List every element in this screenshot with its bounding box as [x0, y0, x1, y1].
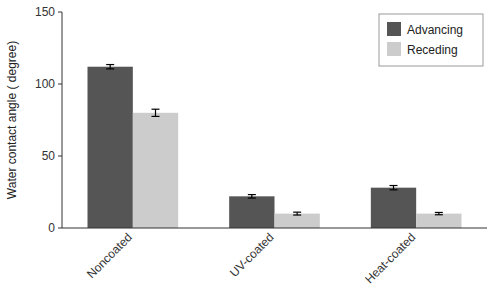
- error-bar: [152, 109, 160, 116]
- y-axis-label: Water contact angle ( degree): [5, 41, 19, 199]
- error-bar: [390, 186, 398, 190]
- x-tick-label: UV-coated: [227, 230, 277, 280]
- error-line: [110, 65, 111, 69]
- error-cap: [435, 214, 443, 215]
- y-tick: [58, 156, 62, 157]
- y-tick: [58, 84, 62, 85]
- y-tick: [58, 12, 62, 13]
- error-bar: [106, 65, 114, 69]
- bar: [133, 113, 178, 228]
- error-bar: [435, 212, 443, 214]
- y-tick: [58, 228, 62, 229]
- error-cap: [152, 116, 160, 117]
- bar: [88, 67, 133, 228]
- legend-swatch: [387, 42, 401, 56]
- legend-label: Advancing: [407, 23, 463, 37]
- error-line: [393, 186, 394, 190]
- error-cap: [435, 212, 443, 213]
- legend-label: Receding: [407, 43, 458, 57]
- error-cap: [248, 197, 256, 198]
- chart: 0 50 100 150 Noncoated UV-coated Heat-coated Wa…: [0, 0, 499, 304]
- error-cap: [293, 214, 301, 215]
- plot-area: [88, 65, 462, 228]
- y-axis-line: [62, 12, 63, 228]
- bar: [416, 214, 461, 228]
- error-cap: [390, 189, 398, 190]
- error-cap: [106, 68, 114, 69]
- error-cap: [152, 109, 160, 110]
- y-tick-label: 100: [35, 77, 55, 91]
- legend-frame: [379, 14, 483, 66]
- error-bar: [248, 195, 256, 198]
- error-cap: [106, 64, 114, 65]
- error-cap: [248, 194, 256, 195]
- y-tick-label: 150: [35, 5, 55, 19]
- error-line: [155, 109, 156, 116]
- bar: [275, 214, 320, 228]
- y-tick-label: 0: [48, 221, 55, 235]
- y-tick-label: 50: [42, 149, 56, 163]
- error-cap: [293, 212, 301, 213]
- x-tick-label: Noncoated: [84, 230, 135, 281]
- error-cap: [390, 185, 398, 186]
- legend: Advancing Receding: [379, 14, 483, 66]
- error-bar: [293, 212, 301, 215]
- x-axis-line: [62, 228, 487, 229]
- legend-swatch: [387, 22, 401, 36]
- bar: [229, 196, 274, 228]
- x-tick-label: Heat-coated: [362, 230, 418, 286]
- bar: [371, 188, 416, 228]
